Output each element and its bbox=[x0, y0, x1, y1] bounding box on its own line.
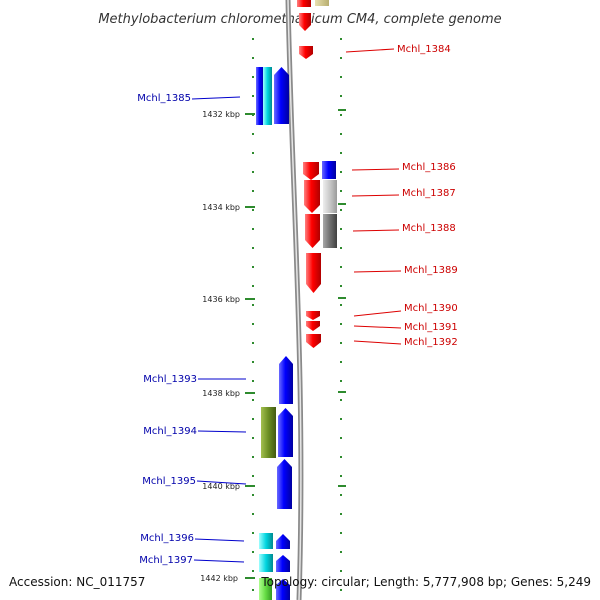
tick-label-1432: 1432 kbp bbox=[202, 110, 240, 119]
gene-mchl-1387[interactable] bbox=[304, 180, 320, 213]
tick-label-1440: 1440 kbp bbox=[202, 482, 240, 491]
gene-mchl-1384b[interactable] bbox=[299, 46, 313, 59]
scale-ticks: 1432 kbp 1434 kbp 1436 kbp 1438 kbp 1440… bbox=[200, 110, 255, 583]
label-mchl-1397[interactable]: Mchl_1397 bbox=[139, 555, 193, 566]
gene-mchl-1389[interactable] bbox=[306, 253, 321, 293]
feature-blue-1386[interactable] bbox=[322, 161, 336, 179]
feature-cyan-1397[interactable] bbox=[259, 554, 273, 572]
label-mchl-1385[interactable]: Mchl_1385 bbox=[137, 93, 191, 104]
label-mchl-1394[interactable]: Mchl_1394 bbox=[143, 426, 197, 437]
gene-mchl-1396[interactable] bbox=[276, 534, 290, 549]
label-mchl-1392[interactable]: Mchl_1392 bbox=[404, 337, 458, 348]
gene-mchl-1388[interactable] bbox=[305, 214, 320, 248]
label-leader bbox=[353, 270, 402, 273]
feature-lightgray-1387[interactable] bbox=[323, 180, 337, 213]
feature-partial-tan bbox=[315, 0, 329, 6]
label-mchl-1387[interactable]: Mchl_1387 bbox=[402, 188, 456, 199]
forward-strand-genes bbox=[299, 13, 321, 348]
gene-mchl-1395[interactable] bbox=[277, 459, 292, 509]
label-leader bbox=[197, 430, 247, 433]
feature-partial-red bbox=[297, 0, 311, 7]
gene-mchl-1390[interactable] bbox=[306, 311, 320, 320]
label-leader bbox=[345, 48, 395, 53]
label-leader bbox=[353, 325, 402, 329]
label-mchl-1395[interactable]: Mchl_1395 bbox=[142, 476, 196, 487]
tick-label-1434: 1434 kbp bbox=[202, 203, 240, 212]
gene-mchl-1394[interactable] bbox=[278, 408, 293, 457]
label-leader bbox=[194, 538, 245, 542]
label-mchl-1389[interactable]: Mchl_1389 bbox=[404, 265, 458, 276]
genome-summary-text: Topology: circular; Length: 5,777,908 bp… bbox=[260, 575, 591, 589]
feature-green-bottom[interactable] bbox=[259, 578, 272, 600]
gene-mchl-1385[interactable] bbox=[274, 67, 289, 124]
gene-mchl-1391[interactable] bbox=[306, 321, 320, 331]
label-mchl-1386[interactable]: Mchl_1386 bbox=[402, 162, 456, 173]
feature-darkgray-1388[interactable] bbox=[323, 214, 337, 248]
label-mchl-1393[interactable]: Mchl_1393 bbox=[143, 374, 197, 385]
label-leader bbox=[352, 229, 400, 232]
label-leader bbox=[196, 480, 247, 485]
label-mchl-1396[interactable]: Mchl_1396 bbox=[140, 533, 194, 544]
feature-olive-1394[interactable] bbox=[261, 407, 276, 458]
feature-cyan-1396[interactable] bbox=[259, 533, 273, 549]
tick-label-1442: 1442 kbp bbox=[200, 574, 238, 583]
reverse-strand-genes bbox=[274, 67, 293, 600]
feature-cyan-1385[interactable] bbox=[263, 67, 272, 125]
gene-mchl-1386[interactable] bbox=[303, 162, 319, 180]
label-leader bbox=[351, 168, 400, 171]
tick-label-1438: 1438 kbp bbox=[202, 389, 240, 398]
label-mchl-1390[interactable]: Mchl_1390 bbox=[404, 303, 458, 314]
gene-mchl-1393[interactable] bbox=[279, 356, 293, 404]
label-leader bbox=[191, 96, 241, 100]
label-mchl-1384[interactable]: Mchl_1384 bbox=[397, 44, 451, 55]
label-leader bbox=[353, 310, 402, 317]
label-mchl-1388[interactable]: Mchl_1388 bbox=[402, 223, 456, 234]
label-leader bbox=[351, 194, 400, 197]
label-leader bbox=[353, 340, 402, 345]
label-leader bbox=[193, 559, 245, 563]
tick-guides bbox=[252, 38, 346, 600]
forward-labels: Mchl_1384 Mchl_1386 Mchl_1387 Mchl_1388 … bbox=[345, 44, 458, 348]
gene-partial-bottom[interactable] bbox=[276, 579, 290, 600]
genome-backbone-highlight bbox=[287, 0, 302, 600]
label-mchl-1391[interactable]: Mchl_1391 bbox=[404, 322, 458, 333]
gene-mchl-1397[interactable] bbox=[276, 555, 290, 572]
accession-text: Accession: NC_011757 bbox=[9, 575, 145, 589]
reverse-labels: Mchl_1385 Mchl_1393 Mchl_1394 Mchl_1395 … bbox=[137, 93, 247, 566]
tick-label-1436: 1436 kbp bbox=[202, 295, 240, 304]
gene-mchl-1392[interactable] bbox=[306, 334, 321, 348]
feature-blue-1385[interactable] bbox=[256, 67, 264, 125]
gene-mchl-1384[interactable] bbox=[299, 13, 311, 31]
